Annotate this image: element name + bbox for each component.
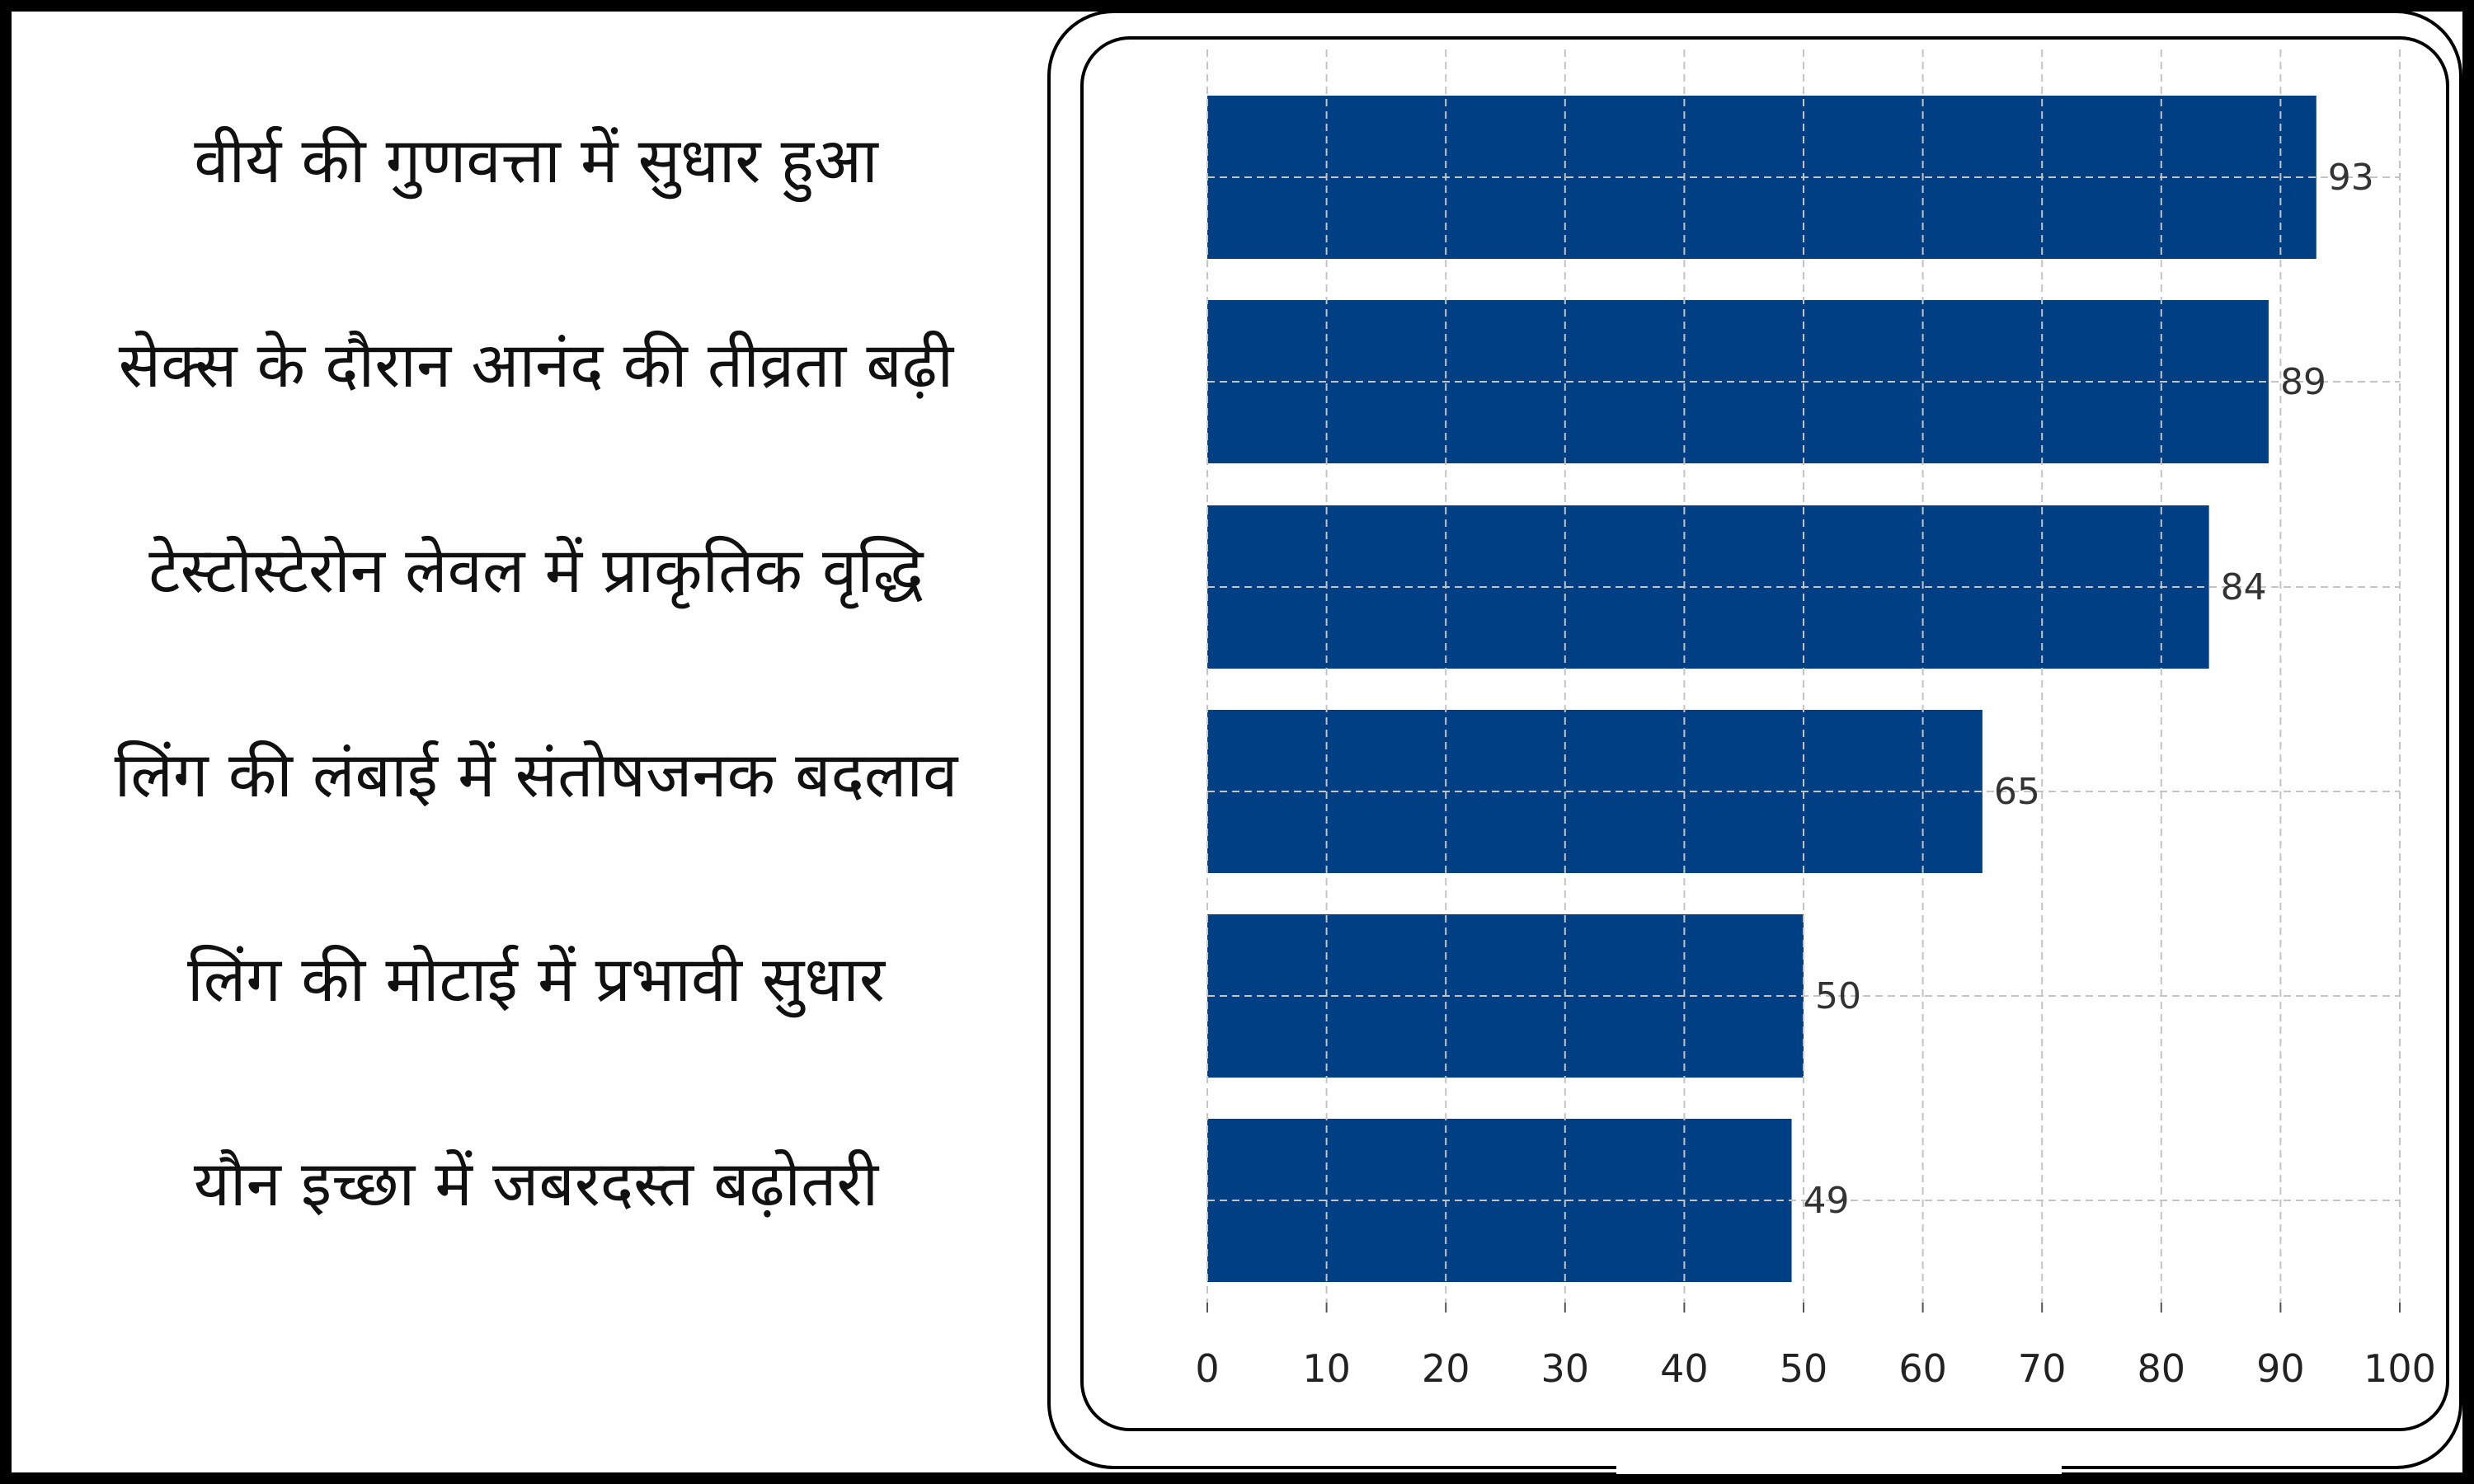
category-label: वीर्य की गुणवत्ता में सुधार हुआ xyxy=(194,124,878,197)
value-label: 93 xyxy=(2328,157,2374,199)
x-tick-label: 40 xyxy=(1660,1346,1709,1391)
category-label: सेक्स के दौरान आनंद की तीव्रता बढ़ी xyxy=(118,328,954,402)
x-tick-label: 30 xyxy=(1541,1346,1590,1391)
x-tick-label: 90 xyxy=(2256,1346,2305,1391)
x-tick-label: 50 xyxy=(1780,1346,1828,1391)
value-label: 84 xyxy=(2221,566,2267,608)
x-tick-label: 60 xyxy=(1898,1346,1947,1391)
x-tick-label: 100 xyxy=(2363,1346,2436,1391)
value-label: 89 xyxy=(2280,361,2326,403)
value-label: 49 xyxy=(1804,1180,1850,1222)
value-label: 50 xyxy=(1815,975,1861,1017)
value-label: 65 xyxy=(1994,771,2040,813)
x-tick-label: 10 xyxy=(1302,1346,1351,1391)
x-tick-label: 70 xyxy=(2018,1346,2067,1391)
x-tick-label: 0 xyxy=(1195,1346,1219,1391)
category-label: लिंग की लंबाई में संतोषजनक बदलाव xyxy=(114,738,958,811)
x-tick-label: 80 xyxy=(2138,1346,2186,1391)
x-tick-label: 20 xyxy=(1422,1346,1470,1391)
bar xyxy=(1207,300,2269,463)
category-label: यौन इच्छा में जबरदस्त बढ़ोतरी xyxy=(193,1147,879,1220)
category-label: टेस्टोस्टेरोन लेवल में प्राकृतिक वृद्धि xyxy=(148,533,924,607)
category-label: लिंग की मोटाई में प्रभावी सुधार xyxy=(187,942,885,1016)
frame-gap xyxy=(1616,1458,2062,1474)
category-labels: वीर्य की गुणवत्ता में सुधार हुआ सेक्स के… xyxy=(0,0,1047,1484)
bar xyxy=(1207,96,2316,259)
